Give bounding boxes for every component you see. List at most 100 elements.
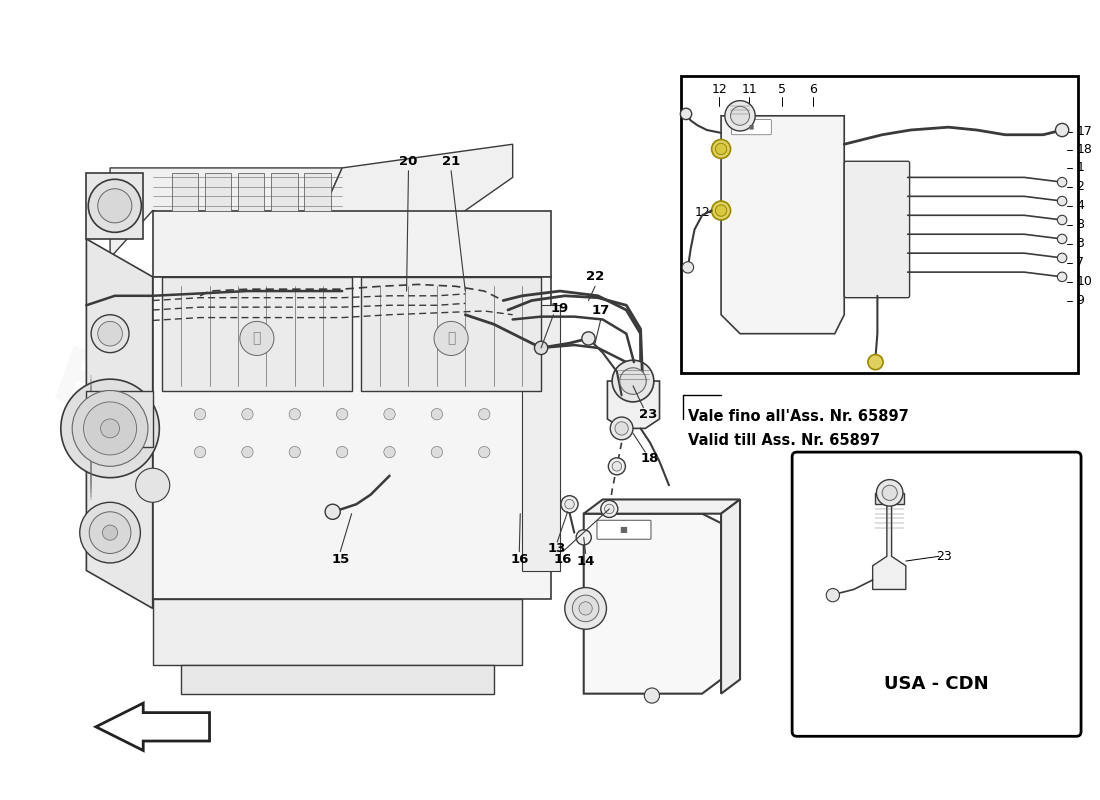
Circle shape (1056, 123, 1069, 137)
Circle shape (582, 332, 595, 345)
Circle shape (561, 496, 578, 513)
Circle shape (612, 462, 621, 471)
Circle shape (725, 101, 756, 131)
Circle shape (610, 417, 632, 440)
Circle shape (89, 512, 131, 554)
Circle shape (431, 409, 442, 420)
Polygon shape (876, 493, 904, 504)
Circle shape (601, 501, 618, 518)
Circle shape (326, 504, 340, 519)
Polygon shape (172, 173, 198, 210)
Circle shape (84, 402, 136, 455)
Circle shape (605, 504, 614, 514)
Circle shape (680, 108, 692, 119)
Text: 20: 20 (399, 154, 418, 168)
Text: ■: ■ (619, 526, 627, 534)
Text: 18: 18 (641, 452, 659, 466)
Circle shape (289, 409, 300, 420)
Circle shape (98, 189, 132, 223)
Polygon shape (205, 173, 231, 210)
Text: 2: 2 (1076, 180, 1085, 194)
Text: 1: 1 (1076, 162, 1085, 174)
Polygon shape (153, 599, 522, 666)
Circle shape (73, 390, 148, 466)
Polygon shape (182, 666, 494, 694)
Text: 10: 10 (1076, 275, 1092, 288)
FancyBboxPatch shape (597, 520, 651, 539)
FancyBboxPatch shape (792, 452, 1081, 736)
Circle shape (619, 368, 646, 394)
Circle shape (712, 139, 730, 158)
Circle shape (715, 143, 727, 154)
Circle shape (576, 530, 592, 545)
Text: 12: 12 (712, 82, 727, 96)
Polygon shape (153, 210, 551, 277)
Text: USA - CDN: USA - CDN (883, 675, 989, 693)
Polygon shape (162, 277, 352, 390)
Polygon shape (271, 173, 298, 210)
Polygon shape (153, 277, 551, 599)
Text: 7: 7 (1076, 256, 1085, 269)
Polygon shape (238, 173, 264, 210)
Circle shape (478, 446, 490, 458)
Polygon shape (607, 381, 660, 429)
Text: Vale fino all'Ass. Nr. 65897: Vale fino all'Ass. Nr. 65897 (688, 410, 909, 425)
Text: 11: 11 (741, 82, 758, 96)
Polygon shape (584, 514, 722, 694)
Text: 3: 3 (1076, 237, 1085, 250)
Polygon shape (584, 499, 740, 514)
Text: 13: 13 (548, 542, 566, 555)
Circle shape (877, 479, 903, 506)
Circle shape (715, 205, 727, 216)
Text: 17: 17 (1076, 126, 1092, 138)
Circle shape (242, 446, 253, 458)
Text: 🔴: 🔴 (253, 331, 261, 346)
Circle shape (100, 419, 120, 438)
Circle shape (478, 409, 490, 420)
Circle shape (91, 314, 129, 353)
Circle shape (868, 354, 883, 370)
Circle shape (712, 201, 730, 220)
Text: 🔴: 🔴 (447, 331, 455, 346)
Circle shape (608, 458, 626, 475)
Text: 19: 19 (551, 302, 569, 314)
Text: a passion for parts since 1994: a passion for parts since 1994 (197, 473, 506, 630)
Circle shape (826, 589, 839, 602)
Circle shape (564, 587, 606, 630)
Circle shape (240, 322, 274, 355)
Circle shape (615, 422, 628, 435)
Polygon shape (87, 173, 143, 239)
Circle shape (242, 409, 253, 420)
Text: 8: 8 (1076, 218, 1085, 231)
Polygon shape (87, 390, 153, 447)
Circle shape (88, 179, 141, 232)
Polygon shape (110, 168, 342, 258)
Circle shape (337, 409, 348, 420)
Circle shape (60, 379, 160, 478)
Text: 6: 6 (808, 82, 817, 96)
Circle shape (1057, 178, 1067, 187)
Text: ■: ■ (749, 125, 754, 130)
Circle shape (1057, 272, 1067, 282)
Circle shape (579, 602, 592, 615)
Circle shape (1057, 253, 1067, 262)
Circle shape (195, 446, 206, 458)
Text: 23: 23 (936, 550, 952, 563)
Circle shape (882, 486, 898, 501)
Text: 12: 12 (694, 206, 710, 219)
Circle shape (80, 502, 141, 563)
Text: 21: 21 (442, 154, 460, 168)
FancyBboxPatch shape (681, 76, 1078, 374)
Circle shape (1057, 196, 1067, 206)
Circle shape (431, 446, 442, 458)
FancyBboxPatch shape (844, 162, 910, 298)
Text: 4: 4 (1076, 199, 1085, 212)
Circle shape (564, 499, 574, 509)
Polygon shape (722, 499, 740, 694)
Text: 16: 16 (553, 553, 572, 566)
Polygon shape (361, 277, 541, 390)
Circle shape (98, 322, 122, 346)
Circle shape (434, 322, 469, 355)
Polygon shape (96, 703, 209, 750)
Text: 18: 18 (1076, 143, 1092, 157)
